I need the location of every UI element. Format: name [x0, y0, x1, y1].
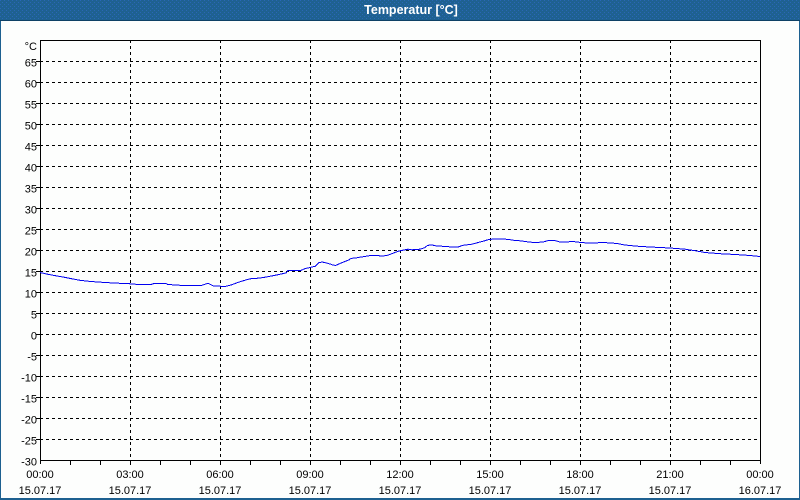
- svg-text:30: 30: [25, 205, 37, 217]
- svg-text:21:00: 21:00: [656, 469, 684, 481]
- svg-text:45: 45: [25, 142, 37, 154]
- svg-text:-15: -15: [21, 394, 37, 406]
- svg-text:15.07.17: 15.07.17: [649, 485, 692, 497]
- svg-text:-25: -25: [21, 436, 37, 448]
- svg-text:00:00: 00:00: [746, 469, 774, 481]
- svg-text:Temperatur [°C]: Temperatur [°C]: [364, 3, 458, 17]
- svg-text:09:00: 09:00: [296, 469, 324, 481]
- svg-text:06:00: 06:00: [206, 469, 234, 481]
- svg-text:40: 40: [25, 163, 37, 175]
- svg-text:5: 5: [31, 310, 37, 322]
- svg-text:-20: -20: [21, 415, 37, 427]
- svg-text:60: 60: [25, 79, 37, 91]
- svg-text:03:00: 03:00: [116, 469, 144, 481]
- svg-text:-5: -5: [27, 352, 37, 364]
- svg-text:18:00: 18:00: [566, 469, 594, 481]
- svg-text:-10: -10: [21, 373, 37, 385]
- svg-text:10: 10: [25, 289, 37, 301]
- svg-text:15.07.17: 15.07.17: [559, 485, 602, 497]
- svg-text:15.07.17: 15.07.17: [19, 485, 62, 497]
- svg-text:-30: -30: [21, 457, 37, 469]
- svg-text:00:00: 00:00: [26, 469, 54, 481]
- svg-text:0: 0: [31, 331, 37, 343]
- svg-text:12:00: 12:00: [386, 469, 414, 481]
- svg-text:65: 65: [25, 58, 37, 70]
- svg-text:15.07.17: 15.07.17: [109, 485, 152, 497]
- svg-text:20: 20: [25, 247, 37, 259]
- svg-text:°C: °C: [25, 41, 37, 53]
- svg-text:15.07.17: 15.07.17: [379, 485, 422, 497]
- svg-text:55: 55: [25, 100, 37, 112]
- svg-text:25: 25: [25, 226, 37, 238]
- svg-text:16.07.17: 16.07.17: [739, 485, 782, 497]
- svg-text:15.07.17: 15.07.17: [199, 485, 242, 497]
- svg-text:15.07.17: 15.07.17: [289, 485, 332, 497]
- svg-text:35: 35: [25, 184, 37, 196]
- svg-text:15:00: 15:00: [476, 469, 504, 481]
- svg-text:15: 15: [25, 268, 37, 280]
- svg-text:15.07.17: 15.07.17: [469, 485, 512, 497]
- svg-text:50: 50: [25, 121, 37, 133]
